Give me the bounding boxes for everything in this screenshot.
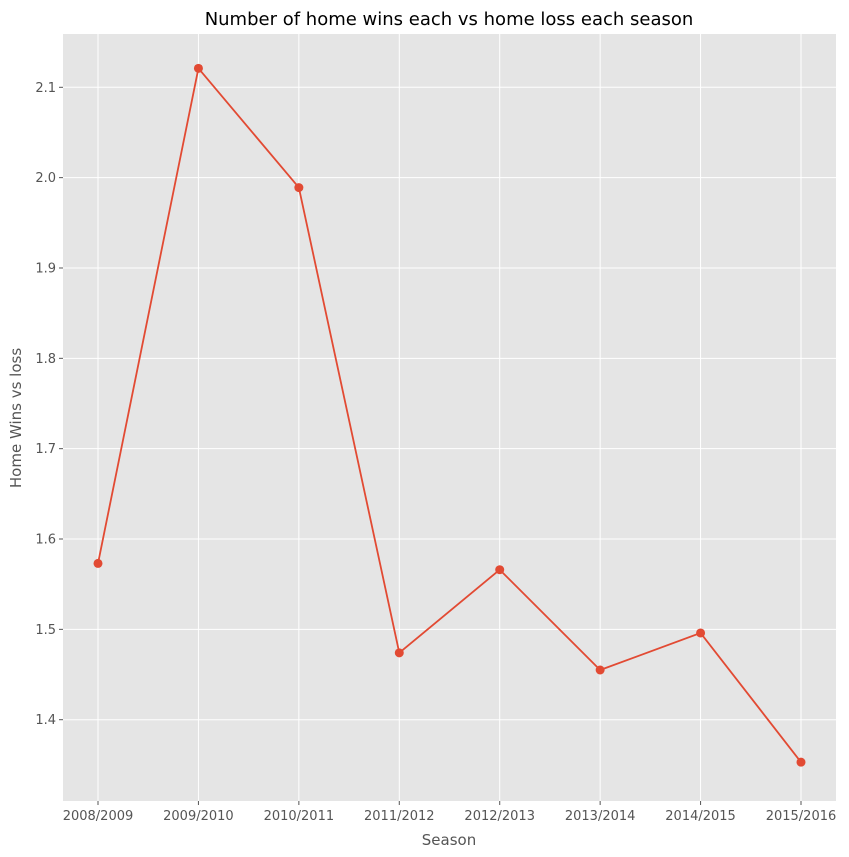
x-axis-ticks: 2008/2009 2009/2010 2010/2011 2011/2012 2012… xyxy=(63,801,837,824)
y-tick-label: 1.5 xyxy=(35,623,56,638)
x-tick-label: 2009/2010 xyxy=(163,809,234,824)
x-tick-label: 2013/2014 xyxy=(565,809,636,824)
data-point xyxy=(93,558,103,568)
y-axis-label: Home Wins vs loss xyxy=(7,348,25,488)
x-tick-label: 2008/2009 xyxy=(63,809,134,824)
data-point xyxy=(394,648,404,658)
data-point xyxy=(595,665,605,675)
data-point xyxy=(294,183,304,193)
x-tick-label: 2014/2015 xyxy=(665,809,736,824)
data-point xyxy=(495,565,505,575)
y-tick-label: 1.7 xyxy=(35,442,56,457)
x-axis-label: Season xyxy=(422,831,476,849)
chart-title: Number of home wins each vs home loss ea… xyxy=(205,9,694,30)
y-tick-label: 2.1 xyxy=(35,81,56,96)
data-point xyxy=(696,628,706,638)
y-axis-ticks: 1.4 1.5 1.6 1.7 1.8 1.9 2.0 2.1 xyxy=(35,81,63,728)
plot-background xyxy=(63,34,836,801)
y-tick-label: 2.0 xyxy=(35,171,56,186)
y-tick-label: 1.4 xyxy=(35,713,56,728)
x-tick-label: 2015/2016 xyxy=(766,809,837,824)
data-point xyxy=(796,757,806,767)
data-point xyxy=(193,63,203,73)
x-tick-label: 2012/2013 xyxy=(464,809,535,824)
series-line xyxy=(97,67,802,763)
y-tick-label: 1.9 xyxy=(35,261,56,276)
y-tick-label: 1.6 xyxy=(35,533,56,548)
x-tick-label: 2010/2011 xyxy=(264,809,335,824)
y-tick-label: 1.8 xyxy=(35,352,56,367)
x-tick-label: 2011/2012 xyxy=(364,809,435,824)
series xyxy=(93,63,806,767)
